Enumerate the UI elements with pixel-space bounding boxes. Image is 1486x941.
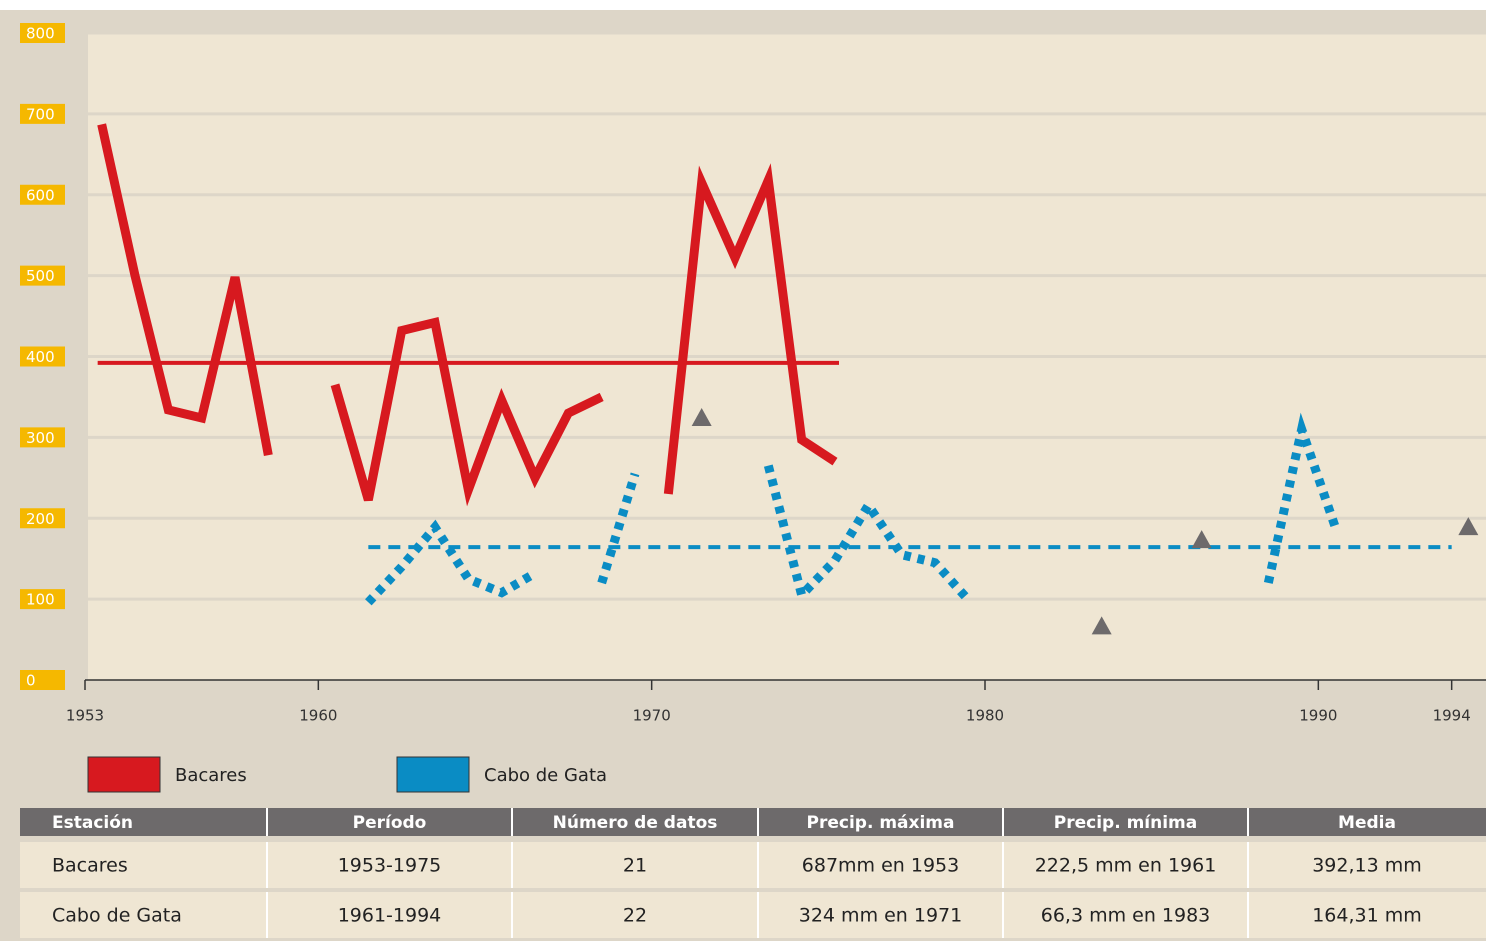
table-header-bg: [20, 808, 1486, 836]
table-header-cell: Precip. mínima: [1054, 813, 1197, 833]
y-tick-label: 500: [26, 267, 55, 285]
table-cell: 66,3 mm en 1983: [1041, 905, 1211, 927]
table-cell: 222,5 mm en 1961: [1035, 855, 1217, 877]
y-tick-label: 600: [26, 186, 55, 204]
series-line: [597, 472, 640, 585]
point-marker: [1458, 517, 1479, 536]
y-tick-box: [20, 346, 65, 367]
table-cell: 22: [623, 905, 647, 927]
table-header-cell: Número de datos: [553, 813, 718, 833]
table-header-cell: Período: [353, 813, 427, 833]
table-cell: 392,13 mm: [1312, 855, 1422, 877]
legend-swatch: [396, 756, 470, 793]
x-tick-label: 1953: [66, 707, 104, 725]
y-tick-box: [20, 23, 65, 43]
table-cell: 687mm en 1953: [802, 855, 959, 877]
series-line: [1263, 412, 1340, 584]
x-tick-label: 1994: [1433, 707, 1471, 725]
y-tick-box: [20, 508, 65, 529]
y-tick-label: 300: [26, 429, 55, 447]
table-row-bg: [20, 892, 1486, 938]
y-tick-label: 800: [26, 25, 55, 43]
table-cell: 1961-1994: [338, 905, 442, 927]
series-line: [365, 519, 538, 606]
series-line: [663, 163, 838, 495]
table-cell: Bacares: [52, 855, 128, 877]
table-cell: 164,31 mm: [1312, 905, 1422, 927]
legend-swatch: [87, 756, 161, 793]
table-cell: 324 mm en 1971: [799, 905, 963, 927]
point-marker: [1091, 616, 1112, 635]
series-line: [763, 464, 972, 605]
table-cell: 1953-1975: [338, 855, 442, 877]
y-tick-box: [20, 265, 65, 286]
point-marker: [1191, 530, 1212, 549]
y-tick-box: [20, 103, 65, 124]
x-tick-label: 1990: [1299, 707, 1337, 725]
table-row-bg: [20, 842, 1486, 888]
y-tick-label: 0: [26, 672, 36, 690]
table-header-cell: Estación: [52, 813, 133, 833]
table-cell: Cabo de Gata: [52, 905, 182, 927]
point-marker: [691, 407, 712, 426]
x-tick-label: 1960: [299, 707, 337, 725]
y-tick-label: 100: [26, 591, 55, 609]
y-tick-box: [20, 427, 65, 448]
y-tick-box: [20, 589, 65, 610]
y-tick-box: [20, 184, 65, 205]
series-line: [330, 317, 604, 507]
table-header-cell: Precip. máxima: [807, 813, 955, 833]
y-tick-label: 200: [26, 510, 55, 528]
legend-label: Bacares: [175, 765, 247, 786]
table-cell: 21: [623, 855, 647, 877]
legend-label: Cabo de Gata: [484, 765, 607, 786]
y-tick-label: 700: [26, 105, 55, 123]
y-tick-label: 400: [26, 348, 55, 366]
x-tick-label: 1980: [966, 707, 1004, 725]
table-header-cell: Media: [1338, 813, 1396, 833]
series-line: [97, 123, 273, 456]
x-tick-label: 1970: [633, 707, 671, 725]
top-strip: [0, 0, 1486, 10]
y-tick-box: [20, 670, 65, 690]
